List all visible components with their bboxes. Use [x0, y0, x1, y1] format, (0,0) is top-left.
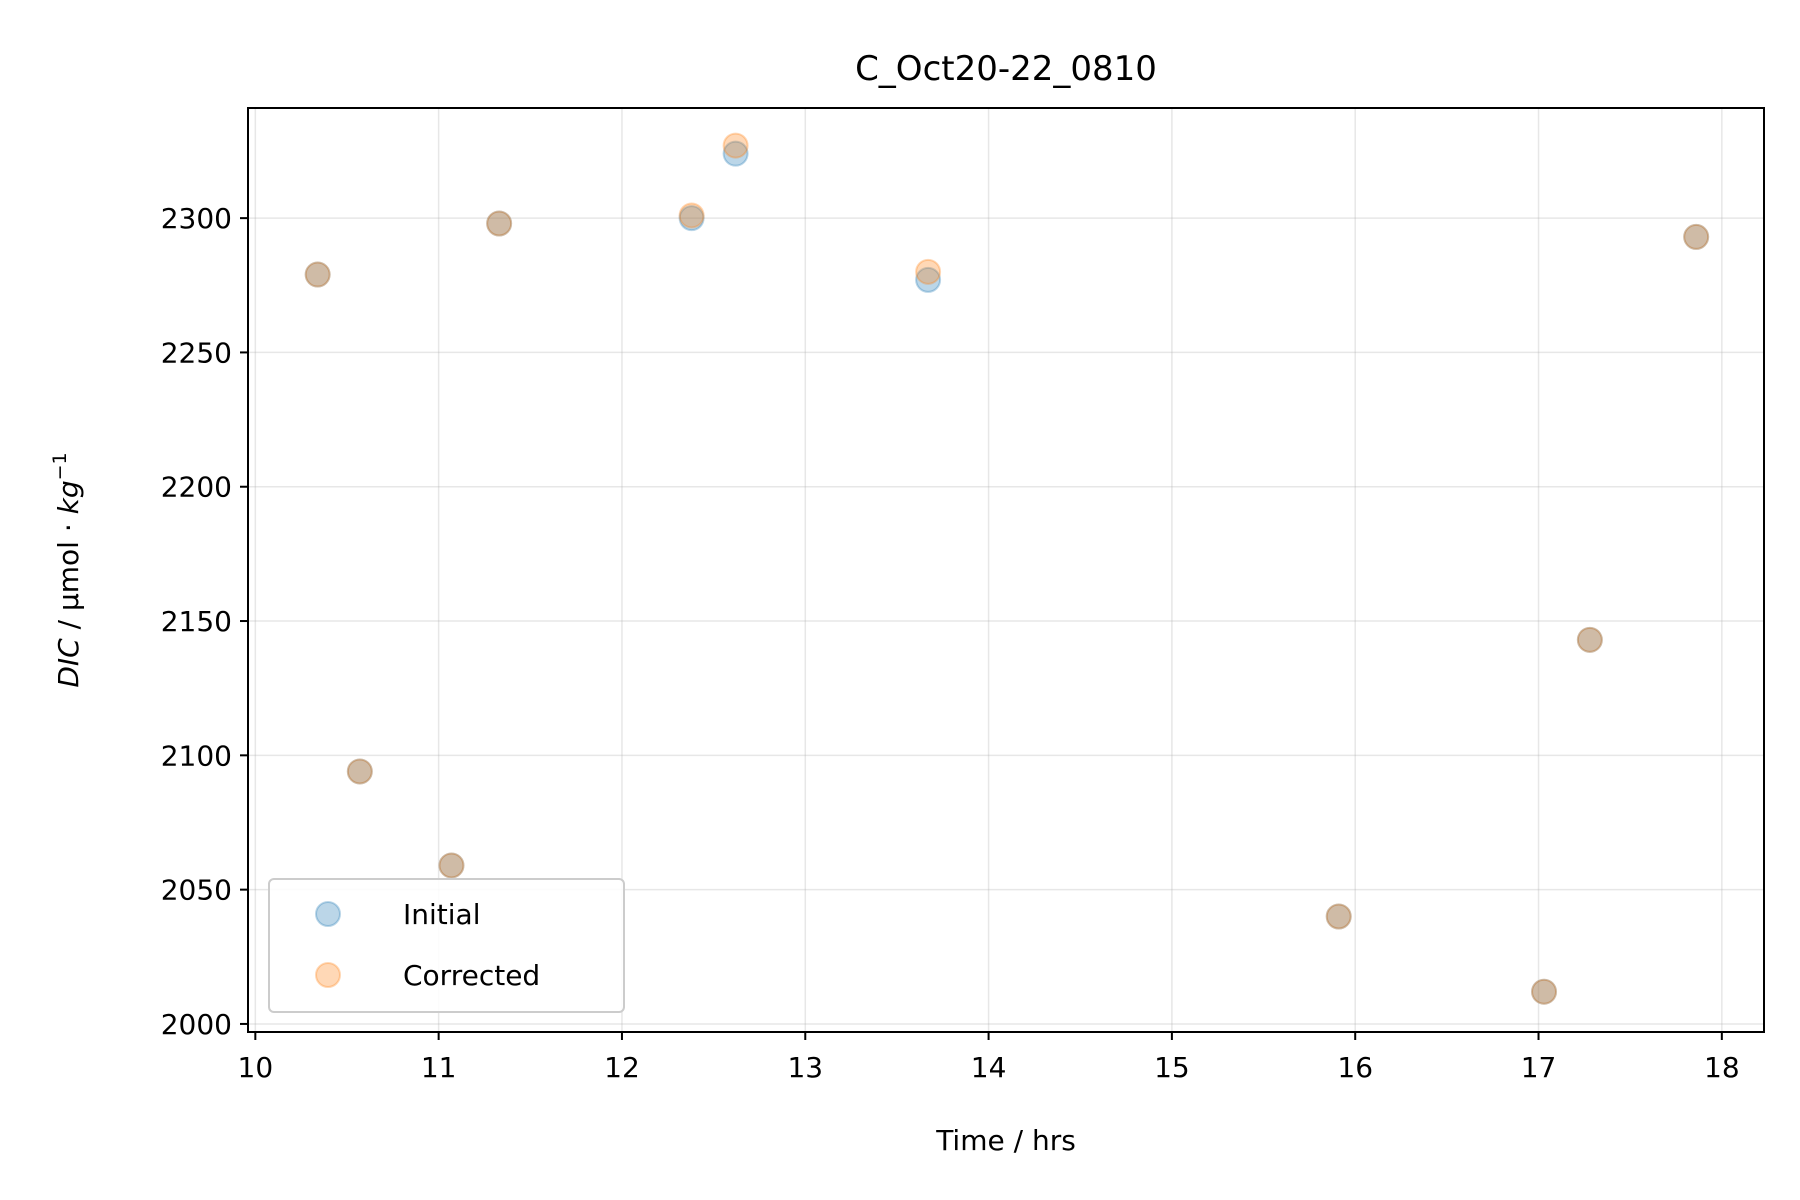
x-axis-ticks: 10 11 12 13 14 15 16 17 18 — [238, 1032, 1740, 1084]
data-point-corrected — [1576, 626, 1603, 653]
data-point-corrected — [722, 132, 749, 159]
data-point-initial — [346, 758, 373, 785]
data-point-initial — [486, 210, 513, 237]
data-point-initial — [678, 205, 705, 232]
y-tick-label: 2200 — [161, 471, 232, 504]
plot-frame — [247, 107, 1765, 1033]
data-point-corrected — [1325, 903, 1352, 930]
y-tick-label: 2050 — [161, 874, 232, 907]
chart-title: C_Oct20-22_0810 — [855, 49, 1157, 89]
data-point-initial — [915, 266, 942, 293]
x-tick-label: 15 — [1154, 1051, 1190, 1084]
data-point-initial — [1683, 223, 1710, 250]
x-tick-label: 16 — [1337, 1051, 1373, 1084]
data-point-initial — [438, 852, 465, 879]
x-tick-label: 17 — [1521, 1051, 1557, 1084]
data-point-corrected — [486, 210, 513, 237]
legend-label-initial: Initial — [403, 898, 480, 931]
legend-marker-corrected — [315, 962, 341, 988]
data-point-initial — [1576, 626, 1603, 653]
y-tick-label: 2150 — [161, 605, 232, 638]
data-points — [304, 132, 1710, 1005]
data-point-corrected — [678, 202, 705, 229]
legend: Initial Corrected — [268, 878, 625, 1013]
data-point-initial — [304, 261, 331, 288]
data-point-corrected — [915, 258, 942, 285]
x-tick-label: 13 — [787, 1051, 823, 1084]
y-tick-label: 2300 — [161, 202, 232, 235]
data-point-corrected — [438, 852, 465, 879]
x-tick-label: 10 — [238, 1051, 274, 1084]
legend-box — [268, 878, 625, 1013]
y-tick-label: 2100 — [161, 739, 232, 772]
data-point-corrected — [1683, 223, 1710, 250]
data-point-corrected — [304, 261, 331, 288]
legend-label-corrected: Corrected — [403, 959, 540, 992]
x-tick-label: 12 — [604, 1051, 640, 1084]
x-tick-label: 14 — [971, 1051, 1007, 1084]
x-axis-label: Time / hrs — [935, 1124, 1076, 1157]
y-axis-label-exponent: −1 — [49, 452, 71, 480]
data-point-initial — [722, 140, 749, 167]
x-tick-label: 18 — [1704, 1051, 1740, 1084]
y-tick-label: 2000 — [161, 1008, 232, 1041]
y-axis-label-units: / μmol · — [52, 514, 85, 638]
legend-marker-initial — [315, 901, 341, 927]
data-point-initial — [1325, 903, 1352, 930]
y-axis-label: DIC / μmol · kg−1 — [49, 452, 85, 687]
data-point-initial — [1531, 978, 1558, 1005]
y-axis-label-symbol: DIC — [52, 638, 85, 688]
y-axis-ticks: 2000 2050 2100 2150 2200 2250 2300 — [161, 202, 248, 1041]
data-point-corrected — [346, 758, 373, 785]
x-tick-label: 11 — [421, 1051, 457, 1084]
data-point-corrected — [1531, 978, 1558, 1005]
y-axis-label-kg: kg — [52, 480, 85, 514]
y-tick-label: 2250 — [161, 336, 232, 369]
